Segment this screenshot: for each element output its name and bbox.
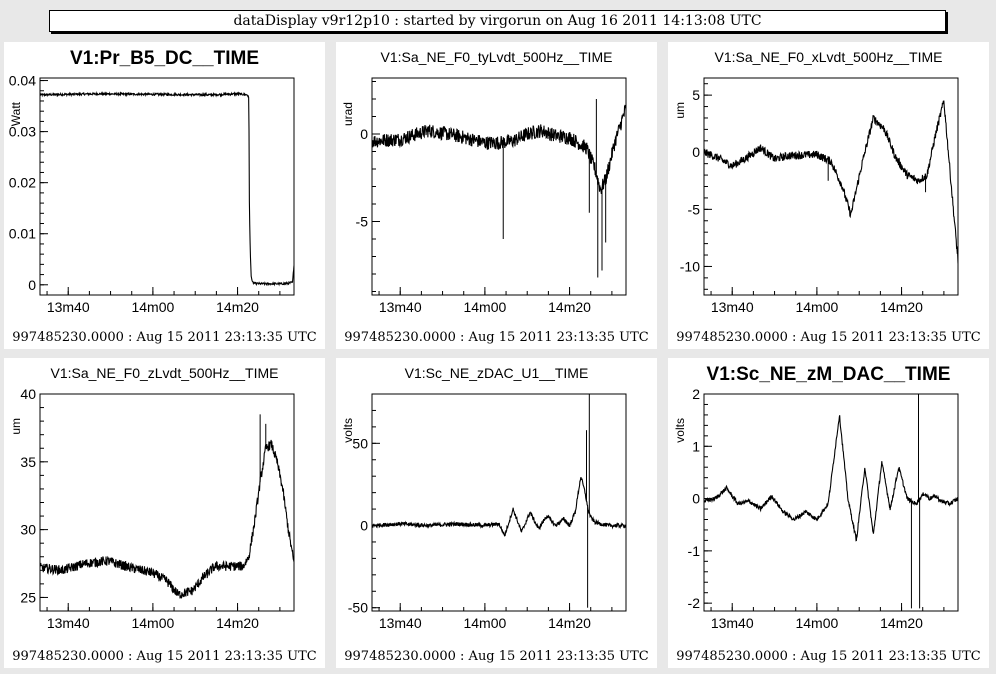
y-axis-label: Watt xyxy=(9,101,23,126)
y-tick-label: 1 xyxy=(692,438,700,454)
y-tick-label: 35 xyxy=(20,454,36,470)
y-tick-label: 2 xyxy=(692,386,700,402)
y-tick-label: 0 xyxy=(692,144,700,160)
chart-footer-timestamp: 997485230.0000 : Aug 15 2011 23:13:35 UT… xyxy=(12,330,317,345)
chart-panel-1: V1:Pr_B5_DC__TIME Watt 0 0.01 0.02 0.03 0.04 13… xyxy=(4,42,325,349)
chart-title: V1:Sa_NE_F0_tyLvdt_500Hz__TIME xyxy=(381,49,613,65)
y-tick-label: 5 xyxy=(692,87,700,103)
plot-frame xyxy=(703,393,959,612)
chart-svg: V1:Pr_B5_DC__TIME Watt 0 0.01 0.02 0.03 0.04 13… xyxy=(9,48,317,345)
x-tick-label: 14m20 xyxy=(880,299,923,315)
y-tick-label: 40 xyxy=(20,386,36,402)
x-tick-label: 13m40 xyxy=(379,615,422,631)
x-tick-label: 14m20 xyxy=(880,615,923,631)
y-tick-label: 0 xyxy=(360,518,368,534)
chart-footer-timestamp: 997485230.0000 : Aug 15 2011 23:13:35 UT… xyxy=(12,649,317,664)
y-tick-label: 50 xyxy=(352,435,368,451)
y-tick-label: 0.02 xyxy=(9,175,36,191)
y-tick-label: -10 xyxy=(680,258,700,274)
x-tick-label: 14m00 xyxy=(131,615,174,631)
chart-title: V1:Sc_NE_zDAC_U1__TIME xyxy=(405,365,589,381)
series-line xyxy=(372,104,626,194)
chart-footer-timestamp: 997485230.0000 : Aug 15 2011 23:13:35 UT… xyxy=(676,649,981,664)
series-line xyxy=(704,415,958,542)
x-tick-label: 13m40 xyxy=(47,299,90,315)
plot-frame xyxy=(39,77,295,296)
x-tick-label: 14m20 xyxy=(548,299,591,315)
x-tick-label: 13m40 xyxy=(379,299,422,315)
y-tick-label: 25 xyxy=(20,589,36,605)
x-tick-label: 13m40 xyxy=(711,299,754,315)
x-tick-label: 13m40 xyxy=(711,615,754,631)
x-tick-label: 14m20 xyxy=(548,615,591,631)
series-line xyxy=(704,100,958,264)
x-tick-label: 13m40 xyxy=(47,615,90,631)
x-tick-label: 14m20 xyxy=(216,615,259,631)
x-tick-label: 14m00 xyxy=(795,615,838,631)
chart-footer-timestamp: 997485230.0000 : Aug 15 2011 23:13:35 UT… xyxy=(676,330,981,345)
y-axis-label: urad xyxy=(341,102,355,126)
x-tick-label: 14m00 xyxy=(795,299,838,315)
y-axis-label: um xyxy=(9,418,23,435)
y-tick-label: -5 xyxy=(688,201,701,217)
plot-frame xyxy=(371,77,627,296)
series-line xyxy=(372,477,626,538)
y-axis-label: volts xyxy=(673,418,687,443)
y-tick-label: 0.03 xyxy=(9,124,36,140)
y-tick-label: 30 xyxy=(20,522,36,538)
x-tick-label: 14m00 xyxy=(463,615,506,631)
x-tick-label: 14m00 xyxy=(131,299,174,315)
x-tick-label: 14m20 xyxy=(216,299,259,315)
series-line xyxy=(40,91,294,287)
chart-footer-timestamp: 997485230.0000 : Aug 15 2011 23:13:35 UT… xyxy=(344,649,649,664)
y-axis-label: volts xyxy=(341,418,355,443)
y-tick-label: 0 xyxy=(360,126,368,142)
chart-title: V1:Sa_NE_F0_xLvdt_500Hz__TIME xyxy=(714,49,942,65)
y-tick-label: 0.01 xyxy=(9,226,36,242)
y-tick-label: -2 xyxy=(688,595,701,611)
y-tick-label: 0 xyxy=(692,491,700,507)
chart-title: V1:Sa_NE_F0_zLvdt_500Hz__TIME xyxy=(50,365,278,381)
y-tick-label: 0 xyxy=(28,277,36,293)
chart-footer-timestamp: 997485230.0000 : Aug 15 2011 23:13:35 UT… xyxy=(344,330,649,345)
y-axis-label: um xyxy=(673,102,687,119)
y-tick-label: -50 xyxy=(348,600,368,616)
plot-frame xyxy=(703,77,959,296)
window-title: dataDisplay v9r12p10 : started by virgor… xyxy=(49,10,946,32)
chart-title: V1:Sc_NE_zM_DAC__TIME xyxy=(707,364,951,385)
x-tick-label: 14m00 xyxy=(463,299,506,315)
y-tick-label: -1 xyxy=(688,543,701,559)
y-tick-label: -5 xyxy=(356,214,369,230)
chart-title: V1:Pr_B5_DC__TIME xyxy=(70,48,259,69)
plot-frame xyxy=(371,393,627,612)
y-tick-label: 0.04 xyxy=(9,73,36,89)
series-line xyxy=(40,439,294,599)
